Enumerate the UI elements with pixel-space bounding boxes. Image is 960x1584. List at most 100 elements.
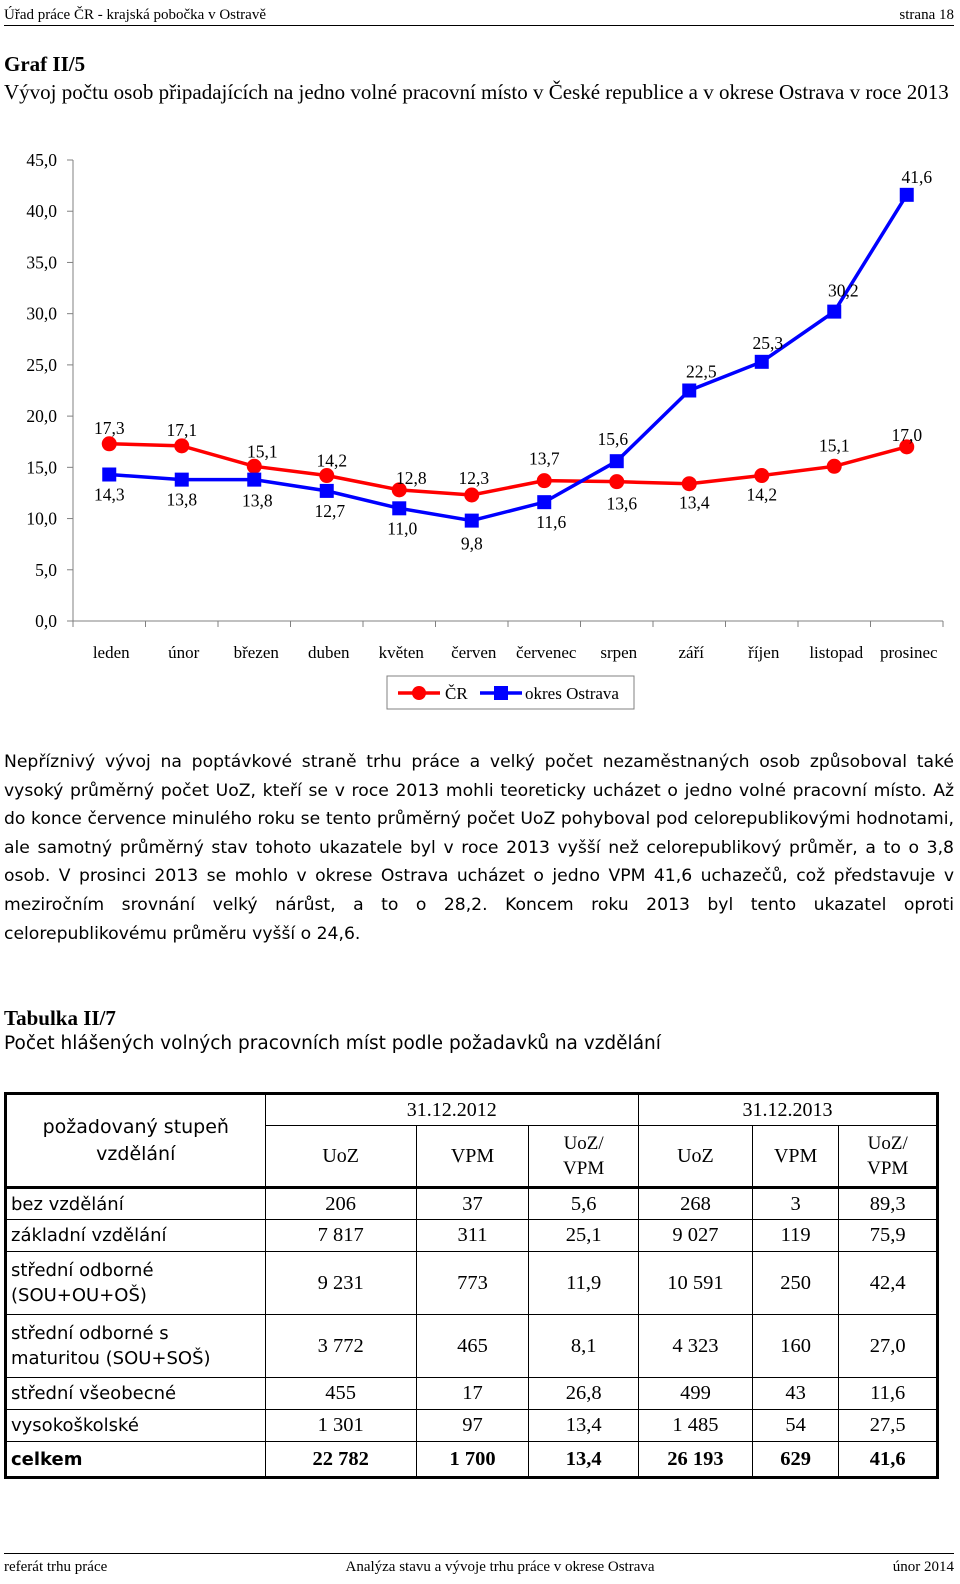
col-header: UoZ/ VPM: [838, 1125, 939, 1189]
table-cell: 17: [415, 1377, 530, 1410]
table-cell: 26 193: [637, 1441, 753, 1479]
table-cell: 97: [415, 1409, 530, 1442]
legend-marker-ostrava: [494, 686, 508, 700]
series-line-cr: [109, 442, 908, 497]
line-chart: 0,0 5,0 10,0 15,0 20,0 25,0 30,0 35,0 40,0 45,0 le…: [26, 150, 944, 710]
data-point-cr: [899, 439, 915, 455]
table-cell: 9 027: [637, 1219, 753, 1252]
data-point-ostrava: [754, 354, 769, 369]
table-cell: 27,5: [838, 1409, 939, 1442]
data-point-cr: [101, 436, 117, 452]
table-cell: 41,6: [838, 1441, 939, 1479]
row-label: bez vzdělání: [4, 1187, 266, 1220]
data-point-ostrava: [682, 383, 697, 398]
table-cell: 206: [264, 1187, 417, 1220]
data-label: 41,6: [901, 167, 932, 187]
data-label: 13,8: [166, 490, 197, 510]
col-header: VPM: [415, 1125, 530, 1189]
data-point-cr: [826, 458, 842, 474]
data-point-ostrava: [102, 467, 117, 482]
page-footer: referát trhu práce Analýza stavu a vývoj…: [4, 1553, 954, 1576]
date-header-2012: 31.12.2012: [264, 1092, 639, 1126]
footer-document-title: Analýza stavu a vývoje trhu práce v okre…: [345, 1559, 655, 1575]
graph-label: Graf II/5: [4, 52, 86, 76]
table-row: střední odborné s maturitou (SOU+SOŠ) 3 7…: [4, 1314, 939, 1378]
x-tick-label: říjen: [748, 643, 780, 662]
x-tick-label: prosinec: [880, 643, 938, 662]
data-point-ostrava: [392, 501, 407, 516]
table-cell: 54: [751, 1409, 840, 1442]
x-tick-label: srpen: [600, 643, 637, 662]
table-cell: 1 301: [264, 1409, 417, 1442]
x-tick-label: leden: [93, 643, 130, 662]
table-label: Tabulka II/7: [4, 1006, 116, 1030]
table-cell: 75,9: [838, 1219, 939, 1252]
table-cell: 13,4: [528, 1409, 639, 1442]
table-cell: 4 323: [637, 1314, 753, 1378]
y-tick-label: 30,0: [26, 304, 57, 324]
table-cell: 9 231: [264, 1251, 417, 1315]
data-label: 30,2: [828, 281, 859, 301]
table-cell: 629: [751, 1441, 840, 1479]
table-cell: 27,0: [838, 1314, 939, 1378]
row-label: základní vzdělání: [4, 1219, 266, 1252]
table-row: základní vzdělání 7 817 311 25,1 9 027 119 75,…: [4, 1219, 939, 1252]
table-cell: 119: [751, 1219, 840, 1252]
data-label: 11,0: [387, 518, 417, 538]
data-point-ostrava: [247, 472, 262, 487]
x-tick-label: červenec: [516, 643, 577, 662]
row-label: vysokoškolské: [4, 1409, 266, 1442]
page-header: Úřad práce ČR - krajská pobočka v Ostrav…: [4, 2, 954, 26]
table-cell: 1 485: [637, 1409, 753, 1442]
data-label: 17,3: [94, 418, 125, 438]
data-label: 12,3: [458, 468, 489, 488]
data-label: 15,1: [819, 435, 850, 455]
data-point-cr: [246, 458, 262, 474]
table-row: střední všeobecné 455 17 26,8 499 43 11,6: [4, 1377, 939, 1410]
data-label: 14,3: [94, 485, 125, 505]
table-cell: 8,1: [528, 1314, 639, 1378]
graph-subtitle: Vývoj počtu osob připadajících na jedno …: [4, 80, 949, 104]
data-point-ostrava: [464, 513, 479, 528]
data-point-cr: [391, 482, 407, 498]
table-cell: 465: [415, 1314, 530, 1378]
data-label: 13,7: [529, 449, 560, 469]
table-cell: 250: [751, 1251, 840, 1315]
data-point-cr: [174, 438, 190, 454]
data-label: 17,0: [891, 425, 922, 445]
table-cell: 499: [637, 1377, 753, 1410]
data-point-ostrava: [174, 472, 189, 487]
table-cell: 311: [415, 1219, 530, 1252]
data-label: 12,7: [314, 501, 345, 521]
footer-date: únor 2014: [892, 1559, 954, 1575]
table-cell: 43: [751, 1377, 840, 1410]
table-row: vysokoškolské 1 301 97 13,4 1 485 54 27,5: [4, 1409, 939, 1442]
y-tick-label: 35,0: [26, 252, 57, 272]
x-tick-label: červen: [451, 643, 497, 662]
x-tick-label: březen: [234, 643, 280, 662]
data-label: 12,8: [396, 468, 427, 488]
data-label: 25,3: [752, 333, 783, 353]
data-label: 13,8: [242, 491, 273, 511]
row-label: celkem: [4, 1441, 266, 1479]
table-cell: 37: [415, 1187, 530, 1220]
footer-department: referát trhu práce: [4, 1559, 108, 1575]
x-tick-label: listopad: [809, 643, 863, 662]
data-label: 15,1: [247, 441, 278, 461]
table-cell: 3: [751, 1187, 840, 1220]
x-tick-label: únor: [168, 643, 200, 662]
table-cell: 26,8: [528, 1377, 639, 1410]
data-label: 17,1: [166, 420, 197, 440]
legend-marker-cr: [412, 686, 426, 700]
x-tick-label: květen: [379, 643, 425, 662]
table-cell: 11,6: [838, 1377, 939, 1410]
header-page-number: strana 18: [899, 7, 954, 23]
y-tick-label: 25,0: [26, 355, 57, 375]
row-label: střední odborné (SOU+OU+OŠ): [4, 1251, 266, 1315]
table-cell: 455: [264, 1377, 417, 1410]
table-cell: 10 591: [637, 1251, 753, 1315]
col-header: UoZ: [264, 1125, 417, 1189]
table-row: bez vzdělání 206 37 5,6 268 3 89,3: [4, 1187, 939, 1220]
legend-label-ostrava: okres Ostrava: [525, 684, 619, 703]
education-table: požadovaný stupeň vzdělání 31.12.2012 31…: [4, 1092, 940, 1479]
